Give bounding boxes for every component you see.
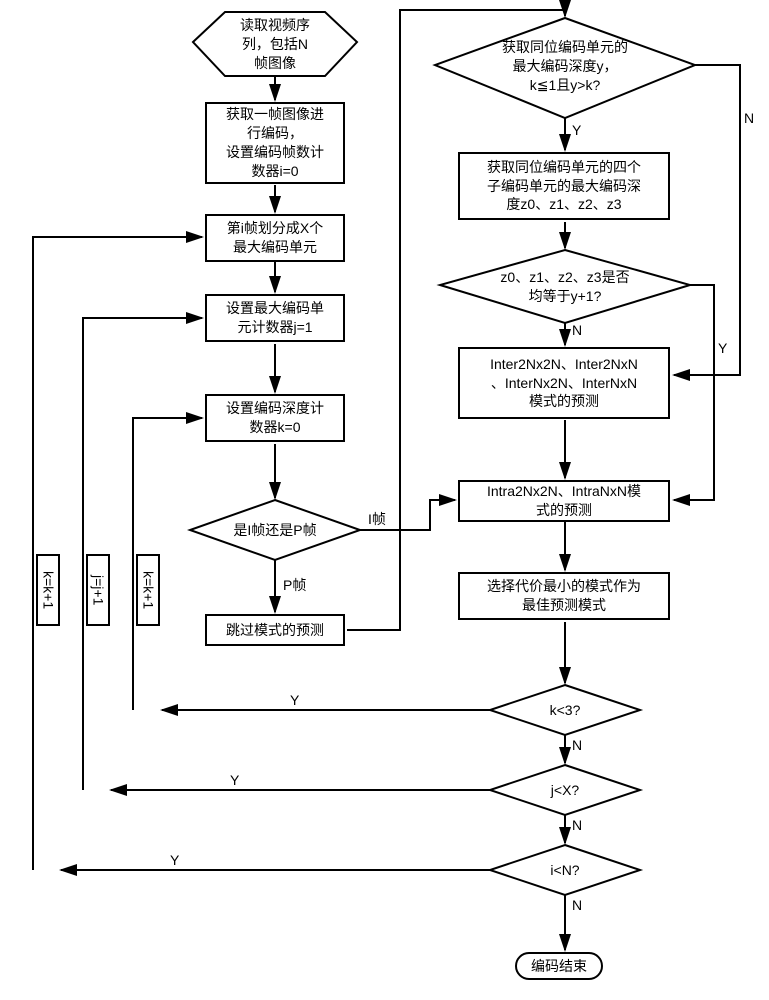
decision-jx: j<X? bbox=[540, 781, 590, 800]
label-d3-y: Y bbox=[718, 340, 727, 356]
loop-k-inner: k=k+1 bbox=[136, 554, 160, 626]
label-iframe: I帧 bbox=[368, 509, 386, 529]
start-node: 读取视频序 列，包括N 帧图像 bbox=[215, 16, 335, 73]
label-d4-n: N bbox=[572, 737, 582, 753]
loop-k-outer: k=k+1 bbox=[36, 554, 60, 626]
kpp-outer-text: k=k+1 bbox=[39, 571, 58, 609]
p8-text: Intra2Nx2N、IntraNxN模 式的预测 bbox=[487, 482, 641, 520]
label-d2-y: Y bbox=[572, 122, 581, 138]
decision-frame-type: 是I帧还是P帧 bbox=[212, 521, 338, 540]
end-node: 编码结束 bbox=[515, 952, 603, 980]
process-get-frame: 获取一帧图像进 行编码， 设置编码帧数计 数器i=0 bbox=[205, 102, 345, 184]
p9-text: 选择代价最小的模式作为 最佳预测模式 bbox=[487, 577, 641, 615]
start-text: 读取视频序 列，包括N 帧图像 bbox=[240, 17, 310, 71]
label-d5-n: N bbox=[572, 817, 582, 833]
p2-text: 第i帧划分成X个 最大编码单元 bbox=[227, 219, 323, 257]
label-d2-n: N bbox=[744, 110, 754, 126]
jpp-text: j=j+1 bbox=[89, 575, 108, 605]
d6-text: i<N? bbox=[550, 862, 579, 878]
label-d3-n: N bbox=[572, 322, 582, 338]
p7-text: Inter2Nx2N、Inter2NxN 、InterNx2N、InterNxN… bbox=[490, 355, 638, 412]
d4-text: k<3? bbox=[550, 702, 581, 718]
label-d6-n: N bbox=[572, 897, 582, 913]
decision-z-equal: z0、z1、z2、z3是否 均等于y+1? bbox=[490, 268, 640, 306]
label-pframe: P帧 bbox=[283, 575, 306, 595]
p4-text: 设置编码深度计 数器k=0 bbox=[226, 399, 324, 437]
process-set-j: 设置最大编码单 元计数器j=1 bbox=[205, 294, 345, 342]
d5-text: j<X? bbox=[551, 782, 579, 798]
process-set-k: 设置编码深度计 数器k=0 bbox=[205, 394, 345, 442]
p5-text: 跳过模式的预测 bbox=[226, 621, 324, 640]
label-d5-y: Y bbox=[230, 772, 239, 788]
d1-text: 是I帧还是P帧 bbox=[233, 522, 316, 538]
label-d4-y: Y bbox=[290, 692, 299, 708]
d2-text: 获取同位编码单元的 最大编码深度y， k≦1且y>k? bbox=[502, 39, 628, 93]
loop-j: j=j+1 bbox=[86, 554, 110, 626]
process-skip-mode: 跳过模式的预测 bbox=[205, 614, 345, 646]
process-inter-modes: Inter2Nx2N、Inter2NxN 、InterNx2N、InterNxN… bbox=[458, 347, 670, 419]
label-d6-y: Y bbox=[170, 852, 179, 868]
p6-text: 获取同位编码单元的四个 子编码单元的最大编码深 度z0、z1、z2、z3 bbox=[487, 158, 641, 215]
end-text: 编码结束 bbox=[531, 956, 587, 976]
process-split-frame: 第i帧划分成X个 最大编码单元 bbox=[205, 214, 345, 262]
process-select-best: 选择代价最小的模式作为 最佳预测模式 bbox=[458, 572, 670, 620]
process-get-subdepth: 获取同位编码单元的四个 子编码单元的最大编码深 度z0、z1、z2、z3 bbox=[458, 152, 670, 220]
kpp-inner-text: k=k+1 bbox=[139, 571, 158, 609]
decision-in: i<N? bbox=[540, 861, 590, 880]
process-intra-modes: Intra2Nx2N、IntraNxN模 式的预测 bbox=[458, 480, 670, 522]
decision-depth-y: 获取同位编码单元的 最大编码深度y， k≦1且y>k? bbox=[480, 38, 650, 95]
decision-k3: k<3? bbox=[540, 701, 590, 720]
p3-text: 设置最大编码单 元计数器j=1 bbox=[226, 299, 324, 337]
d3-text: z0、z1、z2、z3是否 均等于y+1? bbox=[500, 269, 629, 304]
p1-text: 获取一帧图像进 行编码， 设置编码帧数计 数器i=0 bbox=[226, 105, 324, 181]
